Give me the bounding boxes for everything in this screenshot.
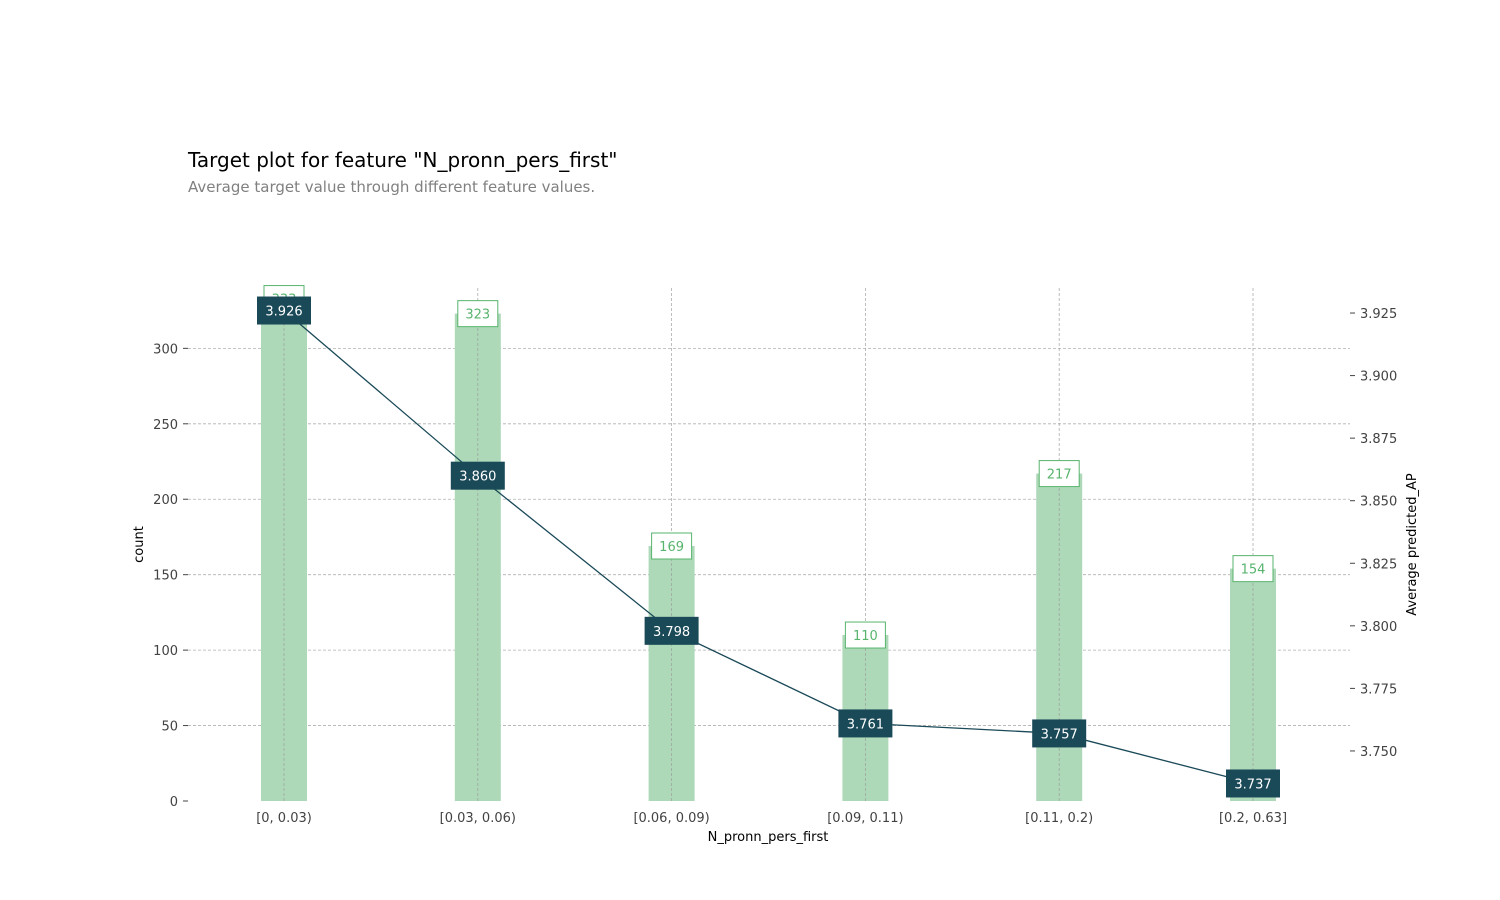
chart-subtitle: Average target value through different f… <box>188 178 596 196</box>
average-value-label-5: 3.737 <box>1234 777 1271 792</box>
y-tick-label: 200 <box>153 493 178 508</box>
average-value-box-3 <box>838 709 893 738</box>
y2-tick-label: 3.750 <box>1360 745 1397 760</box>
y2-axis-label: Average predicted_AP <box>1405 473 1420 616</box>
average-value-label-4: 3.757 <box>1041 727 1078 742</box>
y-tick-label: 300 <box>153 342 178 357</box>
y2-tick-label: 3.850 <box>1360 495 1397 510</box>
y2-tick-label: 3.775 <box>1360 682 1397 697</box>
average-value-label-3: 3.761 <box>847 717 884 732</box>
average-value-label-2: 3.798 <box>653 625 690 640</box>
bar-value-box-3 <box>844 621 886 649</box>
bar-value-label-4: 217 <box>1047 468 1072 483</box>
bar-1 <box>454 313 501 801</box>
y-tick-label: 0 <box>170 795 178 810</box>
y-tick-label: 50 <box>161 720 178 735</box>
x-tick-label: [0.03, 0.06) <box>440 811 516 826</box>
y-tick-label: 150 <box>153 569 178 584</box>
bar-value-label-1: 323 <box>465 308 490 323</box>
average-value-box-5 <box>1226 769 1280 798</box>
x-tick-label: [0, 0.03) <box>256 811 312 826</box>
average-value-box-2 <box>644 616 699 645</box>
y-axis-label: count <box>132 526 147 563</box>
x-tick-label: [0.2, 0.63] <box>1219 811 1287 826</box>
y-tick-label: 250 <box>153 418 178 433</box>
x-axis-label: N_pronn_pers_first <box>708 830 829 845</box>
bar-value-label-5: 154 <box>1241 563 1266 578</box>
bar-value-box-2 <box>651 532 693 560</box>
bar-value-box-4 <box>1038 460 1080 488</box>
average-value-label-0: 3.926 <box>265 305 302 320</box>
bar-value-box-1 <box>457 300 499 328</box>
x-tick-label: [0.09, 0.11) <box>827 811 903 826</box>
x-tick-label: [0.06, 0.09) <box>633 811 709 826</box>
average-value-box-1 <box>450 461 505 490</box>
bar-value-box-5 <box>1232 555 1274 583</box>
x-tick-label: [0.11, 0.2) <box>1025 811 1093 826</box>
y-tick-label: 100 <box>153 644 178 659</box>
average-line <box>283 310 1254 785</box>
y2-tick-label: 3.925 <box>1360 307 1397 322</box>
average-value-box-4 <box>1032 719 1087 748</box>
y2-tick-label: 3.900 <box>1360 370 1397 385</box>
average-value-label-1: 3.860 <box>459 470 496 485</box>
y2-tick-label: 3.875 <box>1360 432 1397 447</box>
y2-tick-label: 3.800 <box>1360 620 1397 635</box>
bar-4 <box>1036 473 1083 801</box>
bar-value-label-2: 169 <box>659 540 684 555</box>
bar-value-label-3: 110 <box>853 629 878 644</box>
chart-title: Target plot for feature "N_pronn_pers_fi… <box>188 148 618 172</box>
average-value-box-0 <box>257 296 311 325</box>
y2-tick-label: 3.825 <box>1360 557 1397 572</box>
